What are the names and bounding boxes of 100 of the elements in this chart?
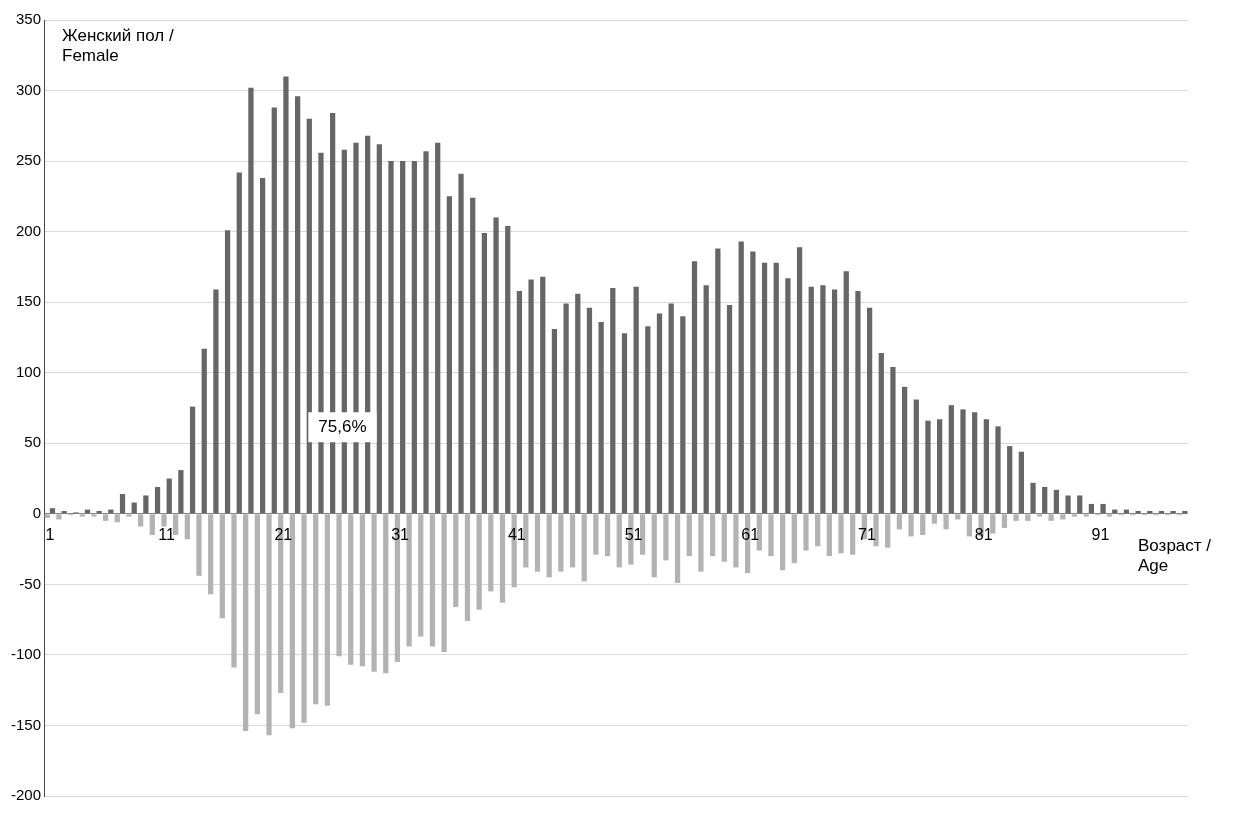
bar bbox=[161, 514, 167, 527]
bar bbox=[464, 514, 471, 622]
bar bbox=[243, 514, 249, 732]
bar bbox=[1100, 503, 1106, 514]
bar bbox=[301, 514, 307, 723]
bar bbox=[738, 241, 744, 514]
bar bbox=[383, 514, 389, 674]
bar bbox=[668, 303, 674, 514]
bar bbox=[663, 514, 669, 561]
bar bbox=[376, 144, 382, 514]
bar bbox=[920, 514, 926, 535]
bar bbox=[686, 514, 692, 557]
bar bbox=[173, 514, 179, 535]
bar bbox=[913, 399, 919, 514]
bar bbox=[441, 514, 447, 653]
bar bbox=[453, 514, 459, 607]
bar bbox=[866, 307, 873, 514]
bar bbox=[873, 514, 879, 547]
bar bbox=[633, 286, 639, 514]
bar bbox=[703, 285, 709, 514]
bar bbox=[990, 514, 996, 534]
bar bbox=[885, 514, 891, 548]
bar bbox=[546, 514, 552, 578]
text: Женский пол / Female bbox=[62, 26, 174, 66]
bar bbox=[937, 419, 943, 514]
bar bbox=[761, 262, 768, 514]
bar bbox=[201, 348, 207, 514]
bar bbox=[604, 514, 611, 557]
bar bbox=[219, 514, 225, 619]
y-tick-label: 200 bbox=[15, 221, 42, 239]
x-tick-label: 51 bbox=[624, 526, 643, 544]
bar bbox=[558, 514, 564, 572]
bar bbox=[808, 286, 814, 514]
bar bbox=[850, 514, 856, 555]
bar bbox=[972, 412, 978, 514]
bar bbox=[189, 406, 196, 514]
bar bbox=[831, 289, 838, 514]
bar bbox=[1048, 514, 1054, 521]
y-tick-label: 0 bbox=[32, 503, 42, 521]
bar bbox=[948, 405, 954, 514]
bar bbox=[838, 514, 844, 554]
bar bbox=[908, 514, 914, 537]
bar bbox=[114, 514, 120, 523]
bar bbox=[336, 514, 342, 657]
y-tick-label: 150 bbox=[15, 292, 42, 310]
bar bbox=[931, 514, 938, 524]
bar bbox=[843, 271, 849, 514]
bar bbox=[348, 514, 354, 665]
bar bbox=[855, 290, 861, 514]
bar bbox=[1030, 482, 1036, 514]
bar bbox=[983, 419, 989, 514]
y-tick-label: 350 bbox=[15, 10, 42, 28]
y-tick-label: 50 bbox=[24, 433, 42, 451]
bar bbox=[154, 487, 161, 514]
bar bbox=[411, 161, 417, 514]
x-tick-label: 31 bbox=[391, 526, 410, 544]
bar bbox=[259, 178, 266, 514]
bar bbox=[925, 420, 931, 514]
bar bbox=[1071, 514, 1078, 517]
bar bbox=[698, 514, 704, 572]
bar bbox=[586, 307, 593, 514]
bar bbox=[750, 251, 756, 514]
bar bbox=[44, 514, 50, 519]
y-tick-label: -150 bbox=[10, 715, 42, 733]
bar bbox=[878, 352, 884, 514]
bar bbox=[581, 514, 587, 582]
bar bbox=[1042, 487, 1048, 514]
bar bbox=[551, 328, 558, 514]
bar bbox=[324, 514, 331, 706]
bar bbox=[569, 514, 576, 568]
bar bbox=[598, 321, 604, 514]
bar bbox=[91, 514, 97, 517]
y-tick-label: 100 bbox=[15, 362, 42, 380]
bar bbox=[621, 333, 628, 514]
bar bbox=[610, 288, 616, 514]
bar bbox=[266, 514, 272, 736]
x-tick-label: 61 bbox=[741, 526, 760, 544]
bar bbox=[826, 514, 832, 557]
bar bbox=[1135, 511, 1141, 514]
bar bbox=[236, 172, 242, 514]
bar bbox=[516, 290, 523, 514]
bar bbox=[815, 514, 821, 547]
bar bbox=[1077, 495, 1083, 514]
bar bbox=[1018, 451, 1024, 514]
bar bbox=[616, 514, 622, 568]
bar bbox=[575, 293, 581, 514]
bar bbox=[680, 316, 686, 514]
bar bbox=[995, 426, 1001, 514]
bar bbox=[400, 161, 406, 514]
bar bbox=[137, 514, 144, 527]
bar bbox=[470, 197, 476, 514]
bar bbox=[733, 514, 739, 568]
bar bbox=[656, 313, 663, 514]
x-tick-label: 91 bbox=[1091, 526, 1110, 544]
y-tick-label: 250 bbox=[15, 151, 42, 169]
bar bbox=[481, 233, 488, 514]
bar bbox=[1088, 503, 1095, 514]
bar bbox=[458, 173, 464, 514]
x-tick-label: 21 bbox=[274, 526, 293, 544]
bar bbox=[102, 514, 109, 521]
